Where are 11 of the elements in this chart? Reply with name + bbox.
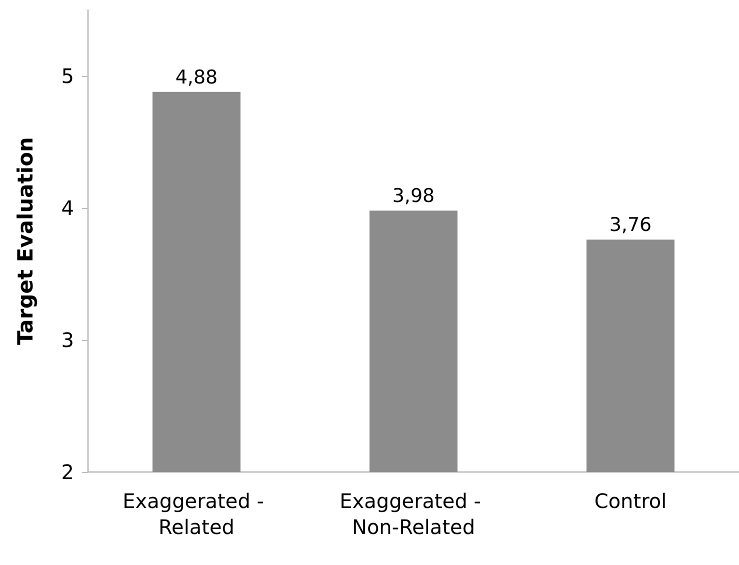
x-tick-label: Exaggerated - Related [122,489,270,539]
x-tick-label: Control [594,489,667,513]
y-tick-label: 2 [61,460,74,484]
x-tick-label: Exaggerated - Non-Related [340,489,488,539]
data-label: 3,98 [392,185,435,208]
y-axis-title: Target Evaluation [14,137,38,345]
y-tick-label: 4 [61,196,74,220]
data-label: 3,76 [609,214,652,236]
y-tick-label: 5 [61,64,74,88]
y-tick-label: 3 [61,328,74,352]
data-label: 4,88 [175,66,218,88]
